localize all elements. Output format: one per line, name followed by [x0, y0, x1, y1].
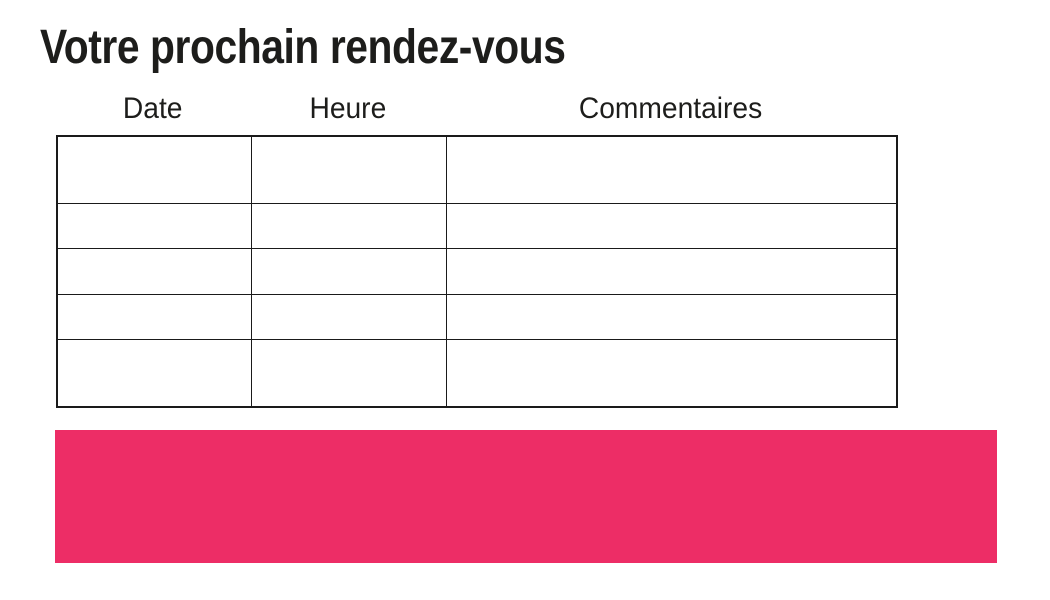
table-cell	[250, 203, 447, 250]
table-cell	[56, 338, 252, 408]
table-cell	[56, 293, 252, 340]
table-cell	[445, 293, 898, 340]
table-cell	[250, 135, 447, 205]
table-cell	[445, 248, 898, 295]
column-header-date: Date	[56, 91, 250, 127]
table-row	[56, 203, 898, 250]
table-row	[56, 293, 898, 340]
table-cell	[250, 293, 447, 340]
column-header-commentaires-label: Commentaires	[578, 92, 763, 125]
table-cell	[250, 338, 447, 408]
column-header-heure-label: Heure	[309, 92, 386, 125]
table-column-headers: Date Heure Commentaires	[56, 91, 896, 127]
appointments-table	[56, 135, 898, 408]
column-header-date-label: Date	[123, 92, 183, 125]
page-title: Votre prochain rendez-vous	[40, 21, 566, 74]
table-row	[56, 135, 898, 205]
table-cell	[445, 135, 898, 205]
table-row	[56, 248, 898, 295]
table-body	[56, 135, 898, 408]
table-cell	[56, 203, 252, 250]
table-cell	[250, 248, 447, 295]
accent-banner	[55, 430, 997, 563]
table-cell	[445, 203, 898, 250]
table-cell	[56, 135, 252, 205]
table-cell	[56, 248, 252, 295]
table-cell	[445, 338, 898, 408]
table-row	[56, 338, 898, 408]
column-header-heure: Heure	[250, 91, 445, 127]
column-header-commentaires: Commentaires	[445, 91, 896, 127]
